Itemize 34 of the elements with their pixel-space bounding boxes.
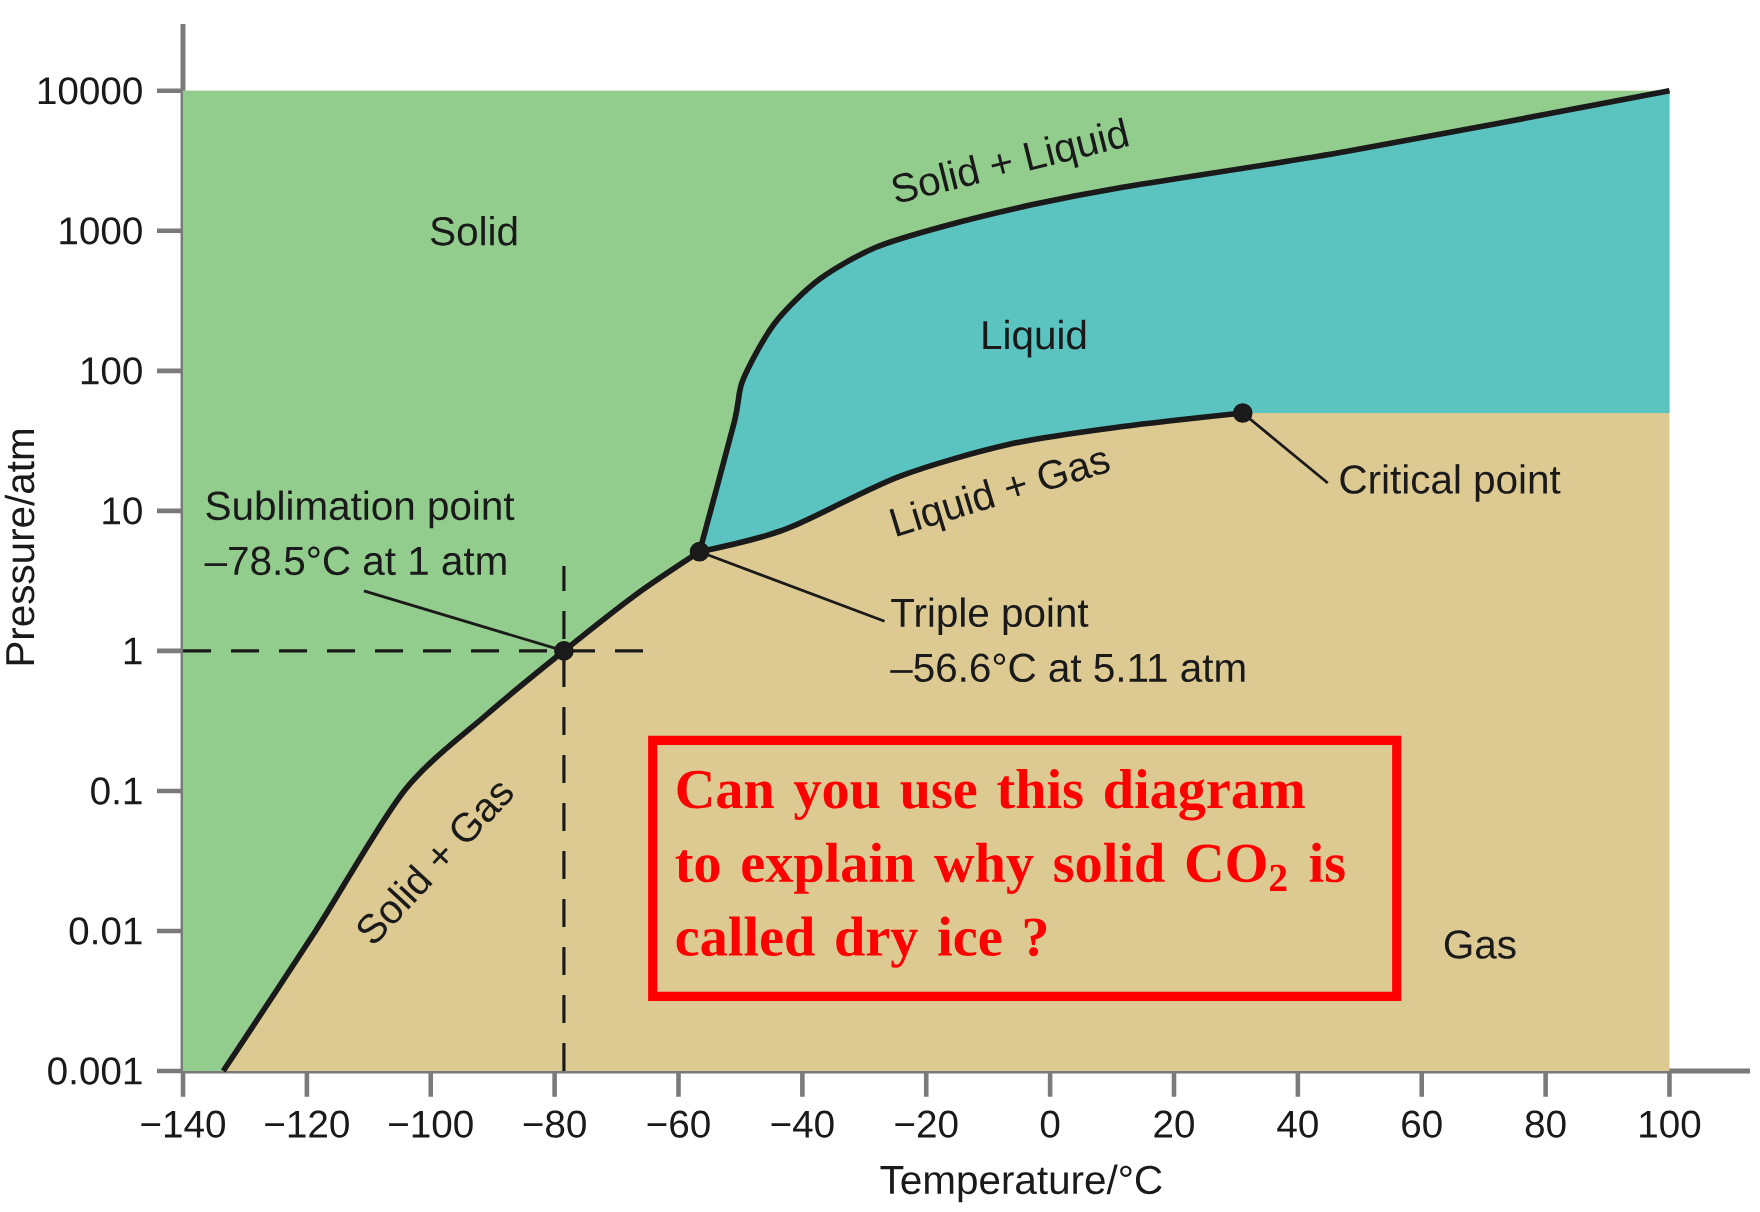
x-tick-label: 60 xyxy=(1402,1110,1442,1138)
annotation: Critical point xyxy=(1340,464,1561,502)
y-tick-label: 10 xyxy=(103,497,142,525)
text: Solid + Liquid xyxy=(892,117,1129,202)
text: Can you use this diagram to explain why solid CO$_{2}$ is called dry ice ? xyxy=(675,768,1345,968)
y-tick-label: 100 xyxy=(81,357,142,385)
annotation: –56.6°C at 5.11 atm xyxy=(890,653,1245,683)
x-tick-label: −40 xyxy=(771,1110,834,1138)
y-tick-label: 0.001 xyxy=(48,1057,142,1085)
annotation: Triple point xyxy=(891,597,1089,636)
text: Liquid + Gas xyxy=(889,452,1110,537)
x-tick-label: 0 xyxy=(1040,1110,1060,1138)
x-axis-title: Temperature/°C xyxy=(880,1164,1162,1203)
x-tick-label: −60 xyxy=(647,1110,710,1138)
annotation: Sublimation point xyxy=(206,490,515,529)
y-tick-label: 1000 xyxy=(60,217,142,245)
y-tick-label: 10000 xyxy=(38,77,142,105)
x-tick-label: 40 xyxy=(1277,1110,1318,1138)
y-axis-title: Pressure/atm xyxy=(4,430,35,665)
annotation: Gas xyxy=(1444,930,1516,959)
x-tick-label: −80 xyxy=(523,1110,586,1138)
y-tick-label: 0.1 xyxy=(91,777,142,805)
x-tick-label: 80 xyxy=(1525,1110,1566,1138)
x-tick-label: 100 xyxy=(1640,1110,1701,1138)
x-tick-label: −20 xyxy=(895,1110,958,1138)
x-tick-label: 20 xyxy=(1154,1110,1194,1138)
x-tick-label: −140 xyxy=(141,1110,225,1138)
annotation: Liquid xyxy=(983,319,1086,358)
annotation: Solid xyxy=(430,216,517,246)
x-tick-label: −120 xyxy=(265,1110,349,1138)
y-tick-label: 0.01 xyxy=(69,917,142,945)
annotation: –78.5°C at 1 atm xyxy=(204,546,506,576)
y-tick-label: 1 xyxy=(124,637,142,665)
x-tick-label: −100 xyxy=(389,1110,473,1138)
